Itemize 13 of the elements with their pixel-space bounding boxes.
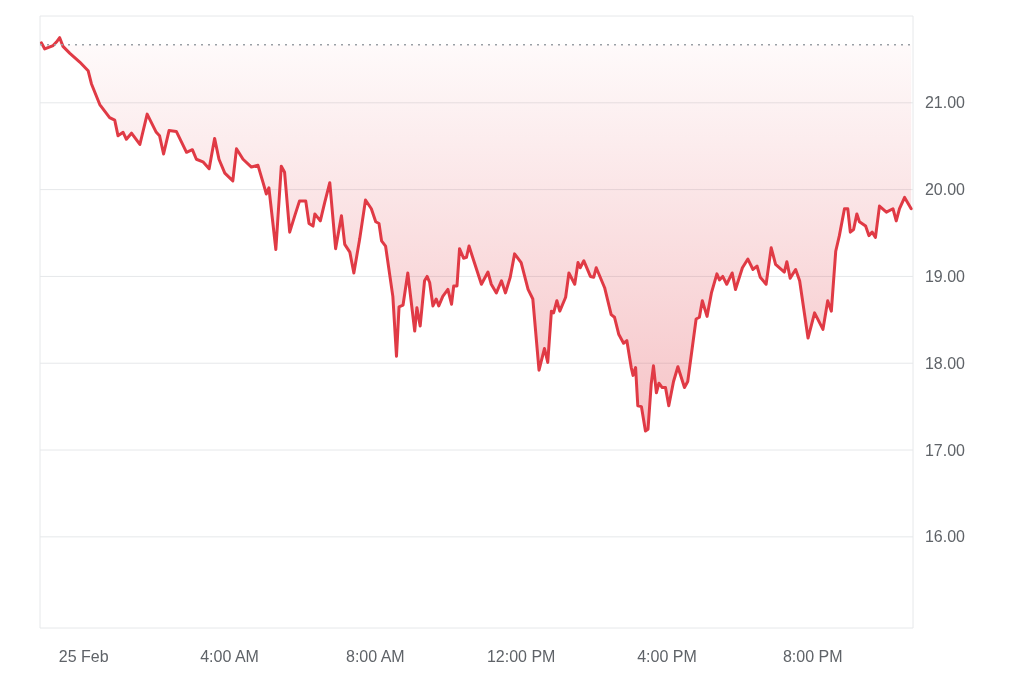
y-tick-label: 20.00 bbox=[924, 181, 966, 199]
x-tick-label: 4:00 PM bbox=[637, 648, 697, 665]
line-series bbox=[39, 36, 913, 433]
y-tick-label: 21.00 bbox=[924, 94, 966, 112]
y-tick-label: 17.00 bbox=[924, 441, 966, 459]
x-tick-label: 25 Feb bbox=[58, 648, 109, 665]
y-tick-label: 16.00 bbox=[924, 528, 966, 546]
x-tick-label: 12:00 PM bbox=[486, 648, 556, 665]
x-tick-label: 8:00 PM bbox=[782, 648, 843, 665]
y-tick-label: 19.00 bbox=[924, 268, 966, 286]
x-tick-label: 8:00 AM bbox=[346, 648, 405, 665]
x-tick-label: 4:00 AM bbox=[200, 648, 259, 665]
y-tick-label: 18.00 bbox=[924, 354, 966, 372]
